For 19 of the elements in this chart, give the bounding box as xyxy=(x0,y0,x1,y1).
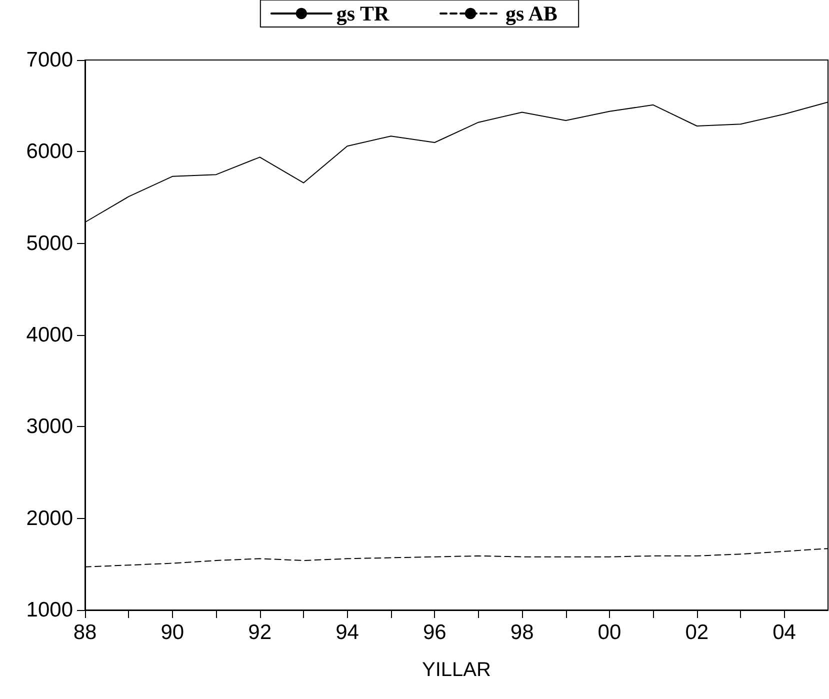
y-tick-label: 1000 xyxy=(26,598,73,622)
x-axis-title: YILLAR xyxy=(422,659,491,681)
x-tick-label: 00 xyxy=(598,621,622,644)
x-tick-label: 88 xyxy=(73,621,97,644)
x-tick-label: 98 xyxy=(510,621,534,644)
y-tick-label: 7000 xyxy=(26,48,73,72)
legend-label: gs AB xyxy=(506,2,558,26)
x-tick-label: 90 xyxy=(160,621,184,644)
y-tick-label: 6000 xyxy=(26,140,73,164)
x-tick-label: 04 xyxy=(772,621,796,644)
x-tick-label: 92 xyxy=(248,621,272,644)
y-tick-label: 3000 xyxy=(26,415,73,438)
y-tick-label: 5000 xyxy=(26,232,73,255)
x-tick-label: 96 xyxy=(422,621,446,644)
x-tick-label: 94 xyxy=(336,621,360,644)
legend-label: gs TR xyxy=(336,2,390,26)
y-tick-label: 2000 xyxy=(26,506,73,530)
y-tick-label: 4000 xyxy=(26,324,73,346)
x-tick-label: 02 xyxy=(685,621,709,644)
